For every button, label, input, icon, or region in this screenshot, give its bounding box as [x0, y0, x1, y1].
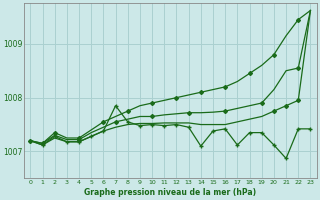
X-axis label: Graphe pression niveau de la mer (hPa): Graphe pression niveau de la mer (hPa): [84, 188, 256, 197]
